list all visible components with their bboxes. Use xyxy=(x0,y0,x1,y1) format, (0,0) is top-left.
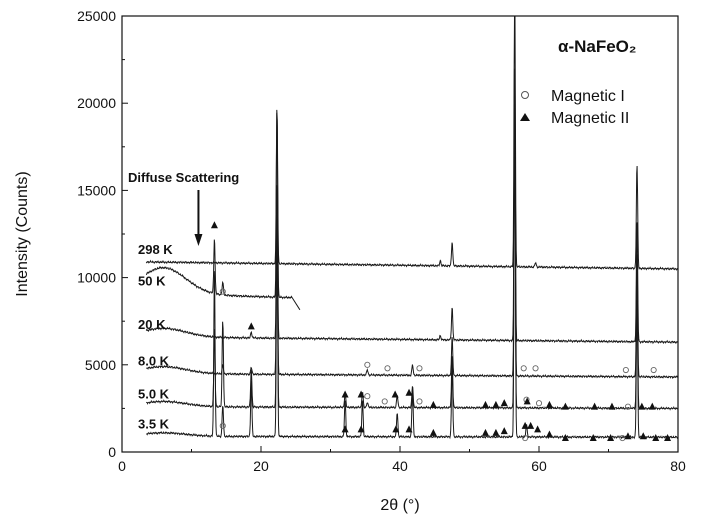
magnetic-i-marker xyxy=(624,403,632,410)
magnetic-i-marker xyxy=(535,400,543,407)
trace-labels: 298 K 50 K 20 K 8.0 K 5.0 K 3.5 K xyxy=(138,242,173,431)
magnetic-i-marker xyxy=(650,366,657,374)
magnetic-ii-marker xyxy=(608,402,616,410)
legend: Magnetic I Magnetic II xyxy=(520,88,629,127)
magnetic-i-marker xyxy=(384,365,391,372)
magnetic-ii-marker xyxy=(481,428,489,436)
magnetic-ii-marker xyxy=(405,388,413,396)
trace-label: 298 K xyxy=(138,242,173,257)
magnetic-ii-marker xyxy=(639,432,647,440)
magnetic-ii-marker xyxy=(357,390,365,398)
x-tick-label: 20 xyxy=(253,458,269,474)
magnetic-i-marker xyxy=(619,434,626,442)
legend-magnetic-i-marker xyxy=(521,91,529,99)
magnetic-ii-marker xyxy=(492,428,500,436)
chart-title: α-NaFeO₂ xyxy=(558,37,636,56)
magnetic-ii-marker xyxy=(405,425,413,433)
x-tick-label: 80 xyxy=(670,458,686,474)
magnetic-ii-marker xyxy=(357,425,365,433)
magnetic-ii-marker xyxy=(429,400,437,408)
magnetic-ii-marker xyxy=(591,402,599,410)
annotation-label: Diffuse Scattering xyxy=(128,170,239,185)
magnetic-ii-marker xyxy=(664,434,672,442)
y-tick-label: 5000 xyxy=(85,357,116,373)
trace-line xyxy=(146,95,679,440)
y-tick-label: 0 xyxy=(108,444,116,460)
magnetic-ii-marker xyxy=(545,400,553,408)
magnetic-ii-marker xyxy=(210,221,218,229)
diffuse-scattering-annotation: Diffuse Scattering xyxy=(128,170,239,246)
magnetic-ii-marker xyxy=(545,430,553,438)
magnetic-ii-marker xyxy=(341,425,349,433)
magnetic-ii-marker xyxy=(500,399,508,407)
magnetic-ii-marker xyxy=(607,434,615,442)
magnetic-ii-marker xyxy=(391,390,399,398)
magnetic-i-marker xyxy=(416,398,423,405)
magnetic-ii-marker xyxy=(561,402,569,410)
magnetic-i-marker xyxy=(381,398,388,405)
magnetic-ii-marker xyxy=(500,427,508,435)
magnetic-i-marker xyxy=(219,288,226,295)
magnetic-ii-marker xyxy=(429,428,437,436)
x-tick-label: 60 xyxy=(531,458,547,474)
legend-magnetic-ii-marker xyxy=(520,113,530,121)
trace-line xyxy=(145,15,678,271)
x-tick-label: 40 xyxy=(392,458,408,474)
magnetic-i-marker xyxy=(416,365,423,372)
trace-label: 3.5 K xyxy=(138,416,170,431)
trace-line xyxy=(145,103,679,379)
magnetic-ii-marker xyxy=(481,400,489,408)
trace-line xyxy=(145,68,679,345)
trace-line xyxy=(145,113,301,311)
x-axis-ticks: 0 20 40 60 80 xyxy=(118,446,686,474)
magnetic-i-marker xyxy=(364,393,371,400)
plot-frame xyxy=(121,15,679,453)
magnetic-ii-marker xyxy=(521,421,529,429)
magnetic-ii-marker xyxy=(589,434,597,442)
magnetic-ii-marker xyxy=(561,434,569,442)
legend-magnetic-ii-label: Magnetic II xyxy=(551,110,629,127)
magnetic-ii-marker xyxy=(638,402,646,410)
magnetic-ii-marker xyxy=(392,425,400,433)
x-axis-title: 2θ (°) xyxy=(380,497,419,514)
trace-label: 8.0 K xyxy=(138,354,170,369)
magnetic-i-marker xyxy=(532,365,539,372)
magnetic-ii-marker xyxy=(523,397,531,405)
x-tick-label: 0 xyxy=(118,458,126,474)
magnetic-ii-marker xyxy=(492,400,500,408)
magnetic-ii-marker xyxy=(648,402,656,410)
trace-label: 20 K xyxy=(138,317,166,332)
y-tick-label: 25000 xyxy=(77,8,116,24)
trace-label: 5.0 K xyxy=(138,387,170,402)
magnetic-ii-marker xyxy=(624,432,632,440)
magnetic-i-marker xyxy=(364,361,371,368)
y-tick-label: 20000 xyxy=(77,95,116,111)
magnetic-i-marker xyxy=(219,422,226,429)
y-axis-title: Intensity (Counts) xyxy=(14,171,31,296)
trace-label: 50 K xyxy=(138,273,166,288)
annotation-arrowhead xyxy=(194,234,203,246)
y-tick-label: 15000 xyxy=(77,182,116,198)
magnetic-ii-marker xyxy=(341,390,349,398)
magnetic-i-marker xyxy=(522,434,529,442)
magnetic-ii-marker xyxy=(247,322,255,330)
magnetic-ii-marker xyxy=(527,421,535,429)
magnetic-i-marker xyxy=(520,365,527,372)
magnetic-ii-marker xyxy=(652,434,660,442)
diffraction-traces xyxy=(145,15,679,440)
legend-magnetic-i-label: Magnetic I xyxy=(551,88,625,105)
peak-markers xyxy=(210,221,672,442)
magnetic-i-marker xyxy=(622,366,629,374)
y-tick-label: 10000 xyxy=(77,270,116,286)
y-axis-ticks: 0 5000 10000 15000 20000 25000 xyxy=(77,8,128,460)
magnetic-ii-marker xyxy=(534,425,542,433)
